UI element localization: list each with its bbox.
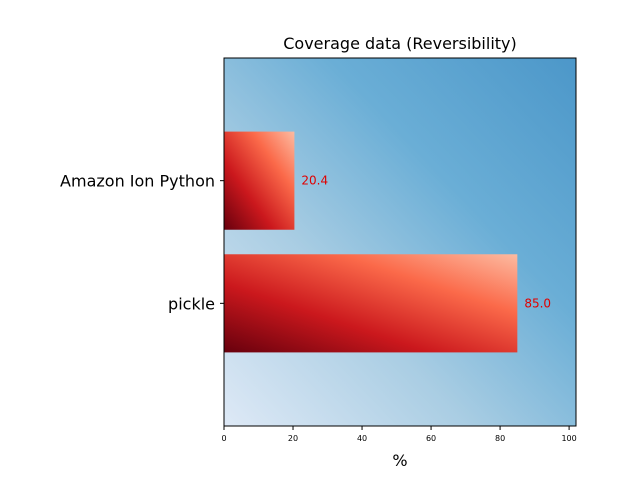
x-tick-label-5: 100 [561,434,576,443]
x-tick-label-4: 80 [495,434,505,443]
value-label-1: 85.0 [524,296,551,310]
y-axis-ticks: Amazon Ion Python pickle [60,172,224,313]
plot-background [224,58,576,426]
x-tick-label-2: 40 [357,434,367,443]
x-axis-ticks: 0 20 40 60 80 100 [221,426,577,443]
category-label-0: Amazon Ion Python [60,172,215,191]
plot-frame [223,57,577,427]
x-tick-label-0: 0 [221,434,226,443]
x-axis-label: % [392,451,407,470]
bar-0 [224,131,295,230]
bar-1 [224,254,518,353]
x-tick-label-1: 20 [288,434,298,443]
value-labels: 20.4 85.0 [301,174,551,311]
value-label-0: 20.4 [301,174,328,188]
chart-title: Coverage data (Reversibility) [283,34,517,53]
category-label-1: pickle [168,294,215,313]
bars [224,131,518,353]
x-tick-label-3: 60 [426,434,436,443]
